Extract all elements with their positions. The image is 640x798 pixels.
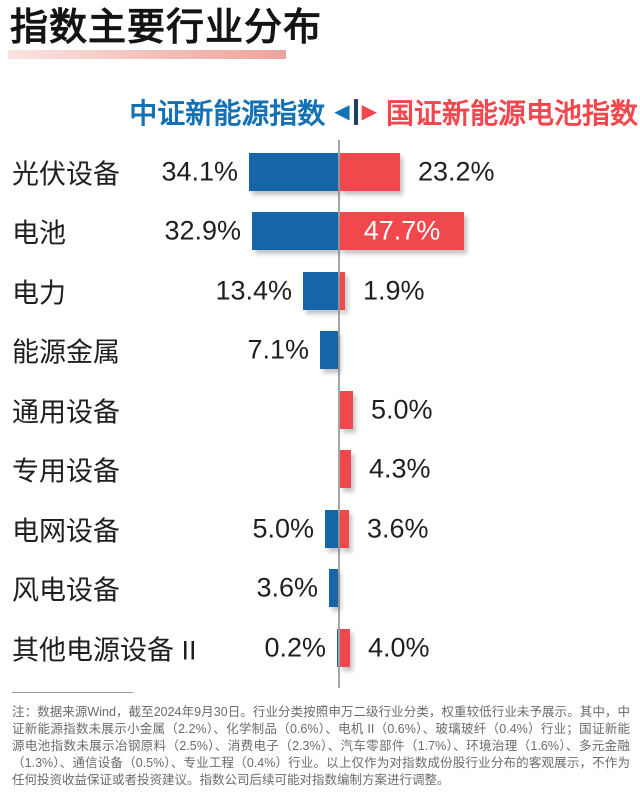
category-label: 其他电源设备 II (12, 635, 197, 665)
right-value-label: 5.0% (371, 394, 433, 424)
legend-divider-bar (353, 99, 358, 125)
category-label: 光伏设备 (12, 159, 120, 189)
footnote-text: 注：数据来源Wind，截至2024年9月30日。行业分类按照申万二级行业分类，权… (12, 705, 630, 787)
chart-row: 电池 32.9% 47.7% (0, 202, 640, 261)
chart-row: 光伏设备 34.1% 23.2% (0, 142, 640, 201)
center-axis-line (338, 140, 340, 688)
right-bar (340, 390, 353, 429)
legend-arrows: ◀ ▶ (334, 99, 377, 125)
left-value-label: 3.6% (256, 572, 318, 603)
right-value-label-inside: 47.7% (363, 215, 441, 246)
left-value-label: 32.9% (164, 215, 241, 246)
right-bar (340, 152, 400, 191)
category-label: 能源金属 (12, 337, 120, 368)
left-bar (337, 628, 338, 667)
category-label: 电网设备 (12, 516, 120, 546)
chart-row: 其他电源设备 II 0.2% 4.0% (0, 618, 640, 677)
right-bar (340, 509, 349, 548)
left-bar (329, 569, 338, 607)
right-value-label: 1.9% (363, 275, 425, 305)
category-label: 通用设备 (12, 397, 120, 427)
chart-row: 风电设备 3.6% (0, 559, 640, 618)
right-bar (340, 628, 350, 667)
left-arrow-icon: ◀ (334, 101, 350, 123)
right-value-label: 3.6% (367, 513, 429, 543)
left-value-label: 0.2% (264, 632, 326, 662)
legend-right-index-label: 国证新能源电池指数 (385, 98, 638, 129)
page-title: 指数主要行业分布 (10, 7, 323, 49)
left-value-label: 7.1% (247, 334, 309, 365)
left-bar (252, 212, 338, 250)
right-bar (340, 271, 345, 310)
footnote-divider (12, 692, 133, 693)
right-value-label: 4.3% (369, 453, 431, 484)
chart-row: 专用设备 4.3% (0, 440, 640, 499)
left-value-label: 34.1% (161, 156, 238, 186)
chart-row: 电网设备 5.0% 3.6% (0, 499, 640, 558)
legend-left-index-label: 中证新能源指数 (129, 98, 326, 129)
right-bar (340, 450, 351, 488)
left-value-label: 13.4% (215, 275, 292, 305)
left-value-label: 5.0% (252, 513, 314, 543)
right-value-label: 4.0% (368, 632, 430, 662)
chart-legend: 中证新能源指数 ◀ ▶ 国证新能源电池指数 (0, 94, 638, 130)
chart-row: 能源金属 7.1% (0, 321, 640, 380)
right-arrow-icon: ▶ (361, 101, 377, 123)
category-label: 电池 (12, 218, 66, 249)
diverging-bar-chart: 光伏设备 34.1% 23.2% 电池 32.9% 47.7% 电力 13.4% 1.9% 能源金… (0, 140, 640, 690)
title-underline-decoration (8, 50, 286, 59)
left-bar (249, 152, 338, 191)
right-value-label: 23.2% (418, 156, 495, 186)
chart-row: 通用设备 5.0% (0, 380, 640, 439)
category-label: 电力 (12, 278, 66, 308)
left-bar (320, 331, 338, 369)
chart-row: 电力 13.4% 1.9% (0, 261, 640, 320)
left-bar (303, 271, 338, 310)
category-label: 风电设备 (12, 575, 120, 606)
left-bar (325, 509, 338, 548)
category-label: 专用设备 (12, 456, 120, 487)
right-bar (340, 212, 464, 250)
